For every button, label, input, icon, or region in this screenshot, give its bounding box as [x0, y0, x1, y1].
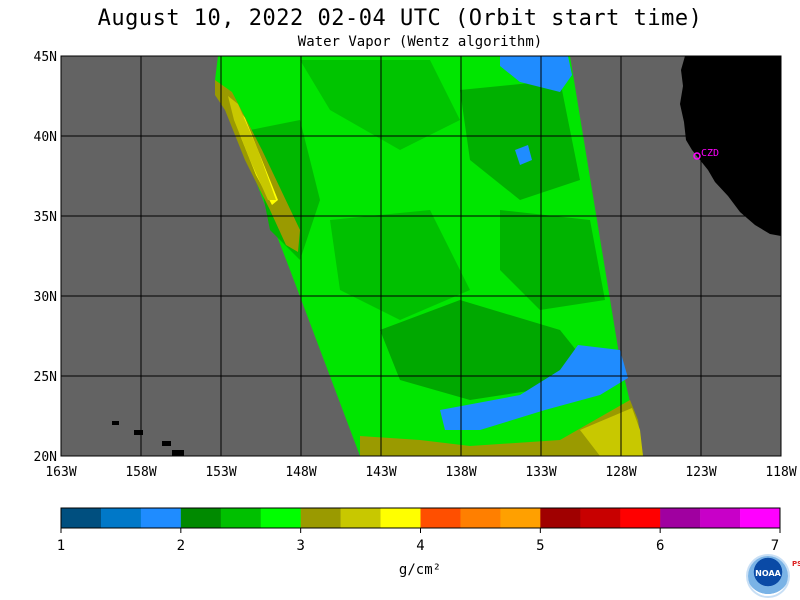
colorbar-swatch — [100, 508, 142, 528]
colorbar — [60, 507, 781, 533]
swath-olive-south — [360, 400, 643, 456]
colorbar-swatch — [660, 508, 701, 528]
satellite-swath — [61, 56, 781, 456]
colorbar-tick-label: 7 — [771, 538, 779, 554]
colorbar-swatch — [700, 508, 741, 528]
colorbar-swatch — [460, 508, 501, 528]
station-label: CZD — [701, 148, 719, 159]
lon-label: 118W — [765, 465, 796, 480]
latitude-labels: 45N 40N 35N 30N 25N 20N — [34, 50, 57, 465]
colorbar-unit: g/cm² — [398, 562, 442, 578]
lat-label: 35N — [34, 210, 57, 225]
colorbar-swatch — [580, 508, 621, 528]
colorbar-swatch — [220, 508, 262, 528]
colorbar-tick-label: 2 — [177, 538, 185, 554]
swath-blue-small — [515, 145, 532, 165]
map-subtitle: Water Vapor (Wentz algorithm) — [297, 34, 543, 50]
map-frame — [60, 55, 782, 457]
psl-side-text: PSL — [792, 560, 800, 568]
colorbar-swatch — [61, 508, 102, 528]
swath-dark-green-b — [300, 60, 460, 150]
lon-label: 133W — [525, 465, 556, 480]
colorbar-tick-labels: 1 2 3 4 5 6 7 — [57, 538, 779, 554]
logo-label: NOAA — [755, 569, 781, 578]
lon-label: 143W — [365, 465, 396, 480]
lon-label: 138W — [445, 465, 476, 480]
swath-dark-green-c — [460, 80, 580, 200]
colorbar-swatch — [620, 508, 661, 528]
swath-dark-green-e — [380, 300, 600, 400]
lat-label: 30N — [34, 290, 57, 305]
colorbar-tick-label: 1 — [57, 538, 65, 554]
swath-blue-ne — [500, 56, 572, 92]
lat-label: 25N — [34, 370, 57, 385]
lon-label: 128W — [605, 465, 636, 480]
island-kauai — [112, 421, 119, 425]
lon-label: 158W — [125, 465, 156, 480]
lat-label: 45N — [34, 50, 57, 65]
longitude-labels: 163W 158W 153W 148W 143W 138W 133W 128W 123W 118W — [45, 465, 796, 480]
swath-yellow-south — [580, 408, 643, 456]
island-hawaii — [172, 450, 184, 456]
lon-label: 163W — [45, 465, 76, 480]
swath-lightyellow-west — [228, 96, 276, 200]
station-marker — [693, 152, 701, 160]
colorbar-tick-label: 6 — [656, 538, 664, 554]
colorbar-swatch — [420, 508, 461, 528]
lon-label: 148W — [285, 465, 316, 480]
lat-label: 40N — [34, 130, 57, 145]
colorbar-tick-label: 5 — [536, 538, 544, 554]
colorbar-swatch — [500, 508, 541, 528]
colorbar-swatch — [740, 508, 781, 528]
island-maui — [162, 441, 171, 446]
lon-label: 153W — [205, 465, 236, 480]
swath-dark-green-a — [250, 120, 320, 260]
swath-dark-green-d — [330, 210, 470, 320]
swath-dark-green-f — [500, 210, 605, 310]
colorbar-swatch — [300, 508, 341, 528]
colorbar-swatch — [540, 508, 581, 528]
colorbar-swatch — [140, 508, 182, 528]
colorbar-tick-label: 4 — [416, 538, 424, 554]
colorbar-swatch — [380, 508, 421, 528]
colorbar-swatch — [180, 508, 222, 528]
lon-label: 123W — [685, 465, 716, 480]
land-north-america — [680, 56, 781, 236]
colorbar-swatch — [340, 508, 381, 528]
colorbar-swatch — [260, 508, 301, 528]
swath-blue-se — [440, 345, 628, 430]
colorbar-tick-label: 3 — [296, 538, 304, 554]
noaa-logo-icon: NOAA — [748, 556, 788, 596]
lat-label: 20N — [34, 450, 57, 465]
island-oahu — [134, 430, 143, 435]
graticule — [61, 56, 781, 456]
map-title: August 10, 2022 02-04 UTC (Orbit start t… — [97, 6, 703, 31]
